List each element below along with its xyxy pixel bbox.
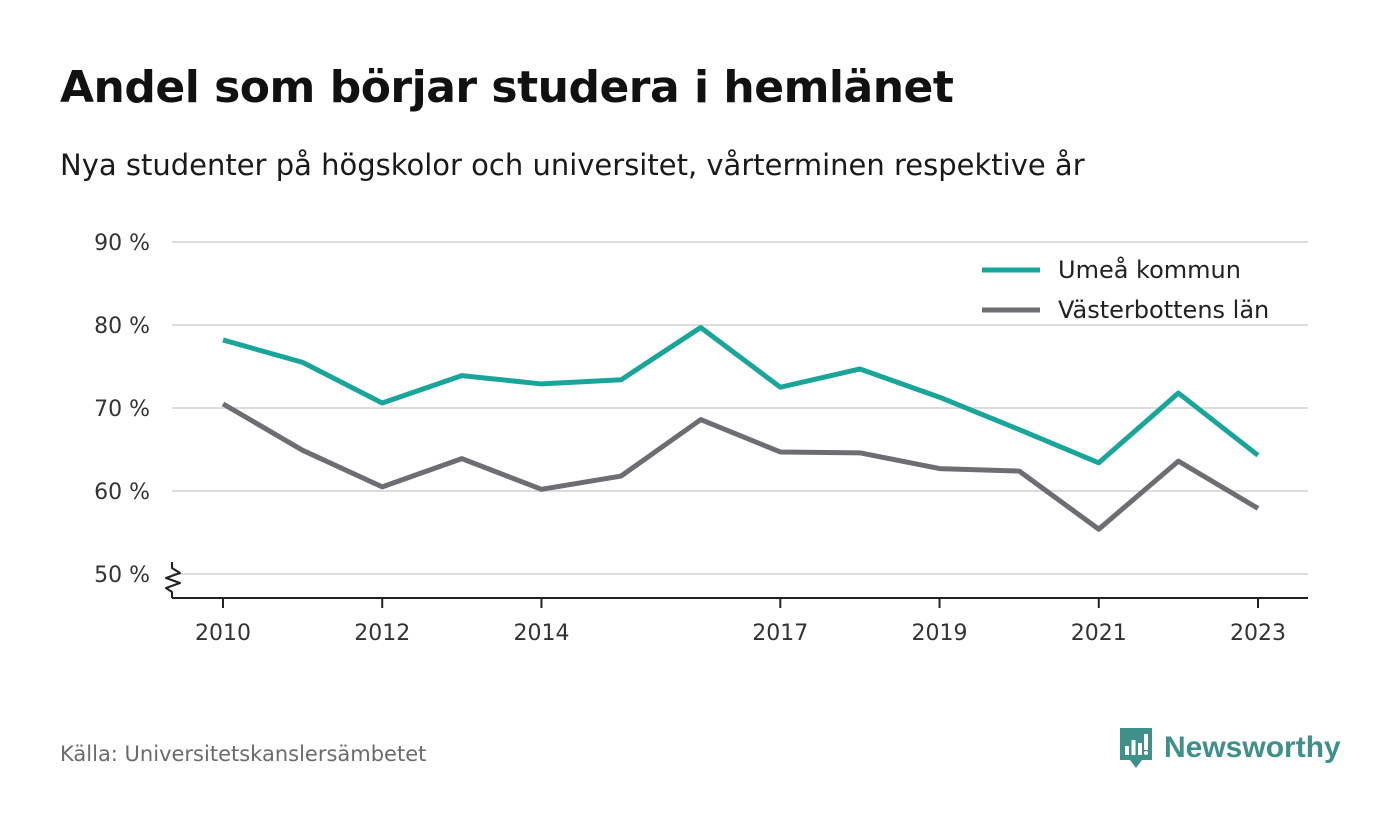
- y-tick-label: 50 %: [94, 563, 150, 588]
- chart-title: Andel som börjar studera i hemlänet: [60, 62, 954, 113]
- legend-label: Umeå kommun: [1058, 255, 1241, 284]
- y-tick-label: 60 %: [94, 480, 150, 505]
- newsworthy-logo-icon: [1120, 728, 1152, 768]
- x-tick-label: 2012: [354, 621, 410, 646]
- y-tick-label: 90 %: [94, 231, 150, 256]
- axis-break-icon: [165, 562, 181, 598]
- x-tick-label: 2014: [513, 621, 569, 646]
- chart-subtitle: Nya studenter på högskolor och universit…: [60, 148, 1085, 182]
- x-tick-label: 2023: [1230, 621, 1286, 646]
- source-note: Källa: Universitetskanslersämbetet: [60, 742, 427, 766]
- legend-label: Västerbottens län: [1058, 296, 1269, 324]
- x-tick-label: 2019: [912, 621, 968, 646]
- x-tick-label: 2021: [1071, 621, 1127, 646]
- brand-logo: Newsworthy: [1118, 726, 1341, 770]
- series-line: [222, 324, 1260, 466]
- y-tick-label: 70 %: [94, 397, 150, 422]
- y-tick-label: 80 %: [94, 314, 150, 339]
- x-tick-label: 2010: [195, 621, 251, 646]
- x-tick-label: 2017: [752, 621, 808, 646]
- series-line: [221, 401, 1260, 532]
- brand-name: Newsworthy: [1164, 731, 1341, 764]
